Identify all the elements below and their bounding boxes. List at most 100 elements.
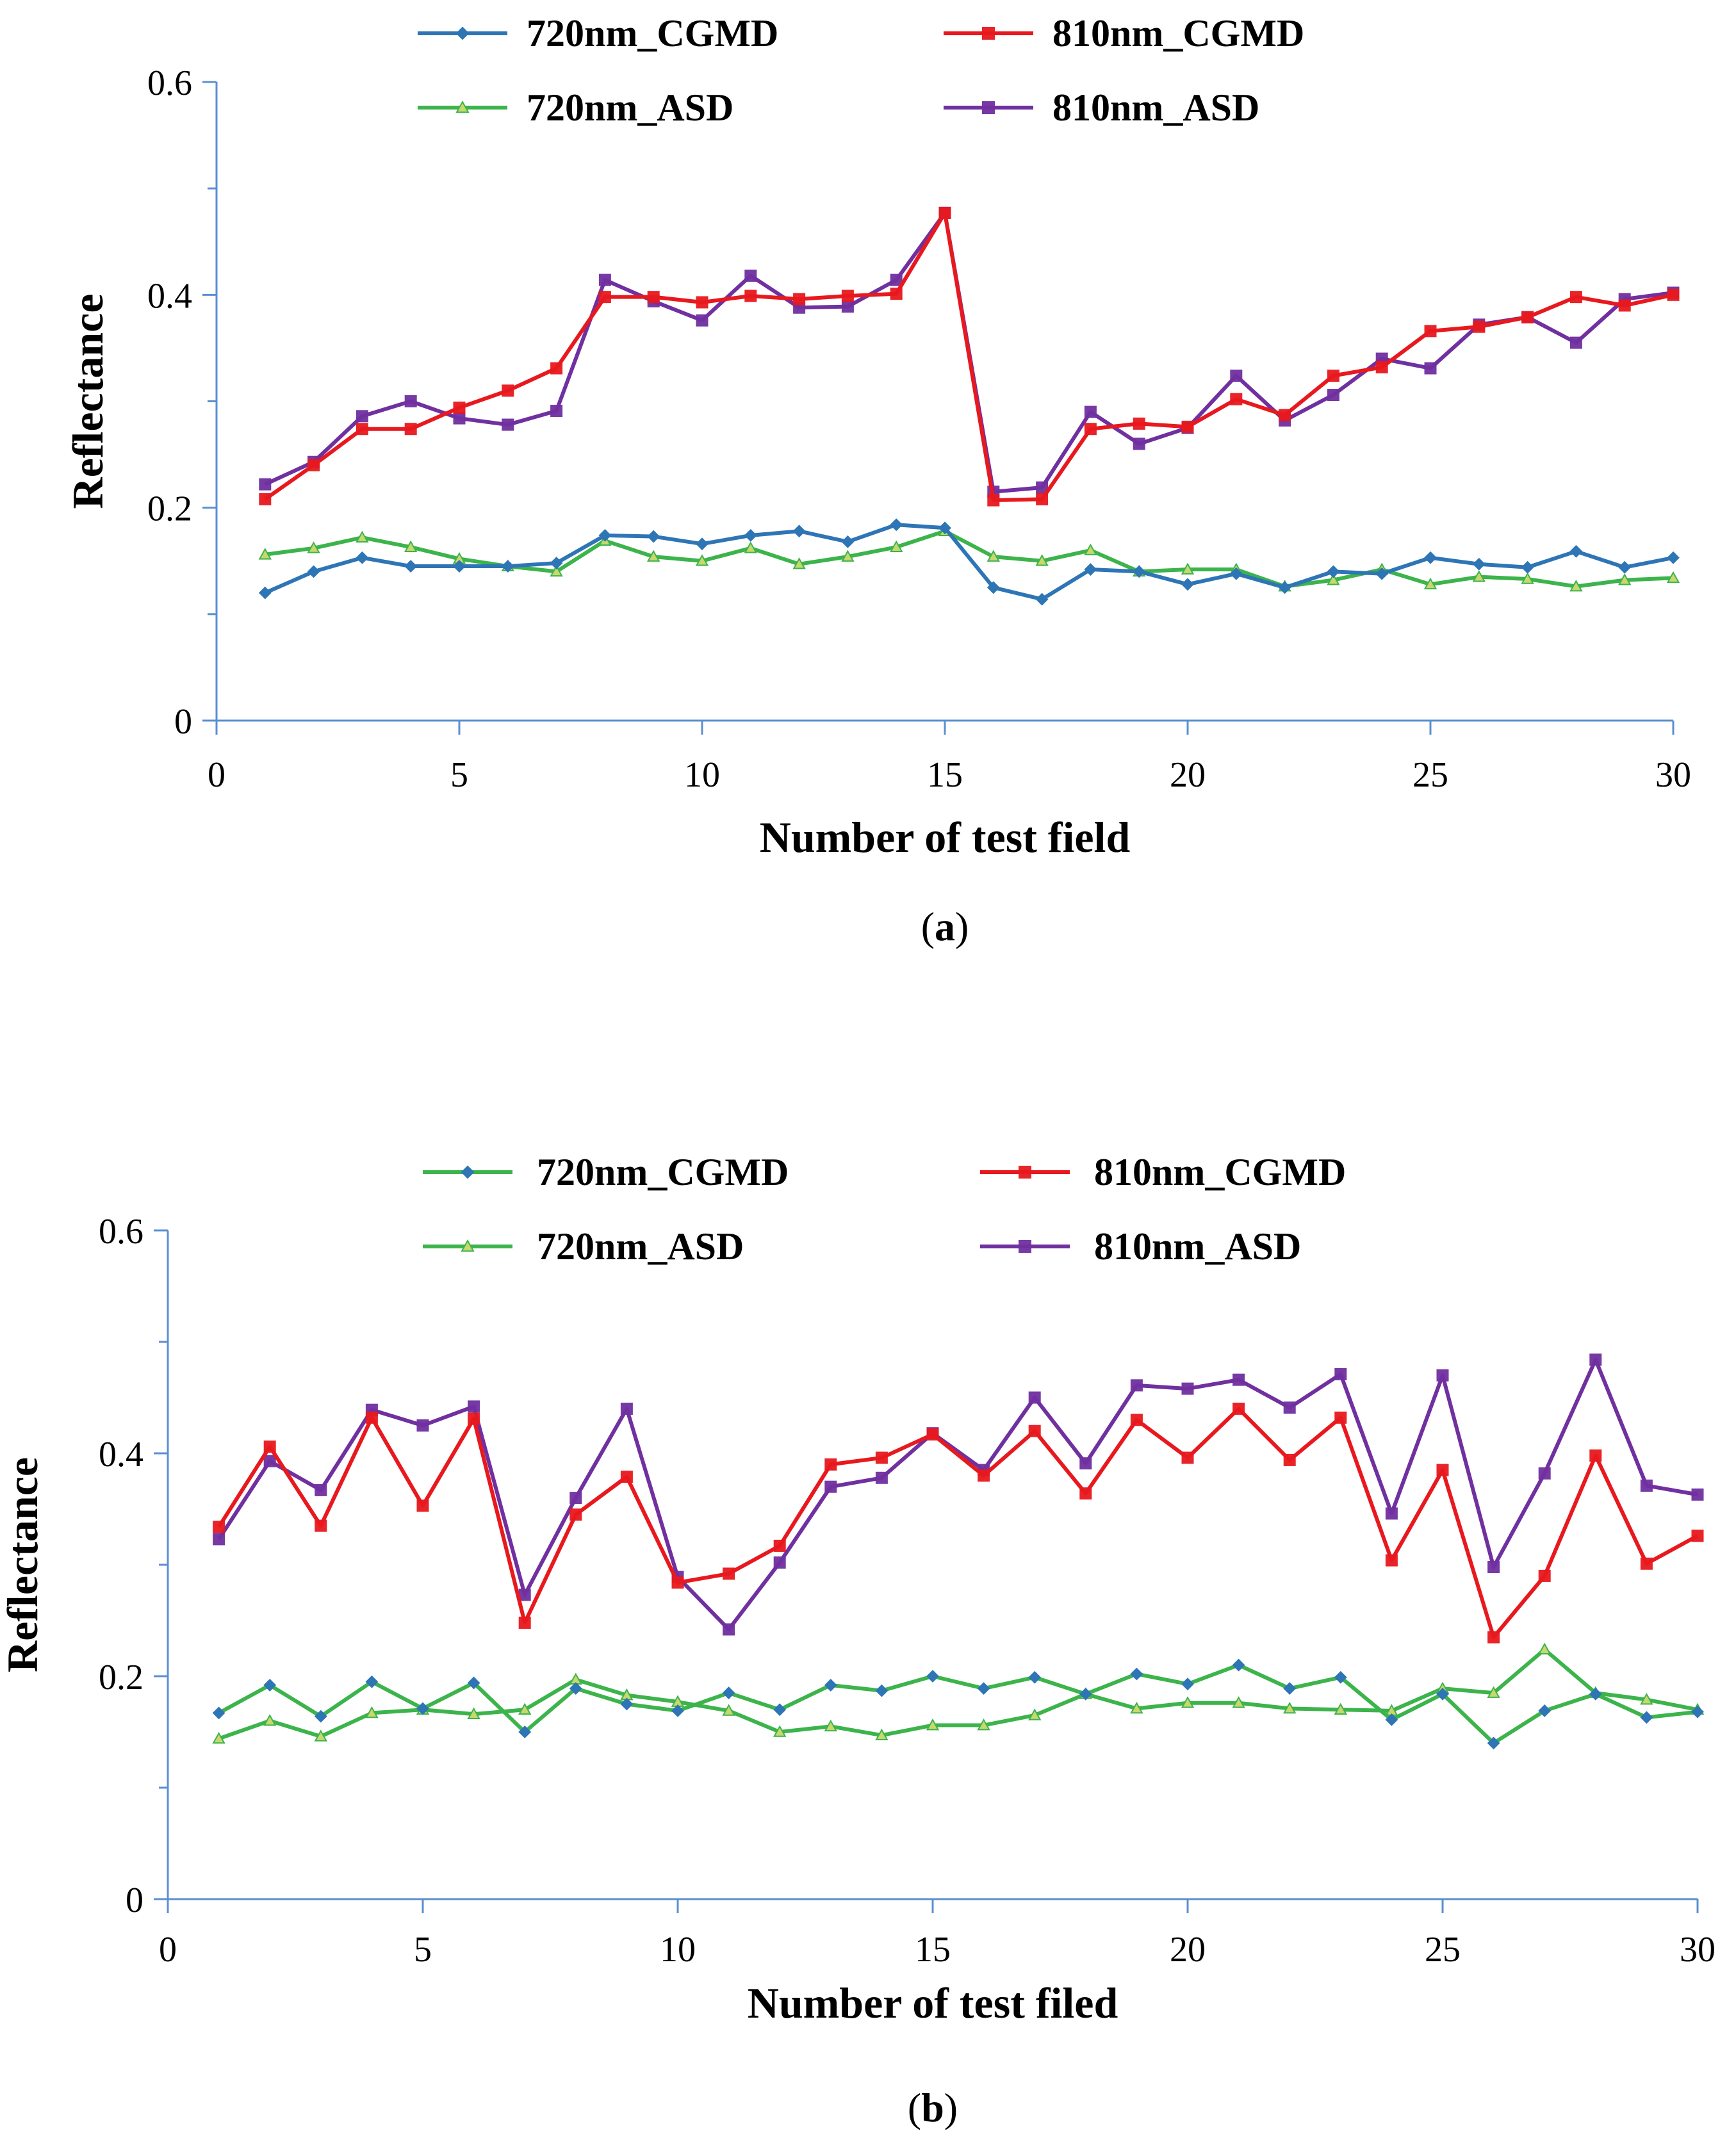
data-point [453,412,466,425]
data-point [695,554,709,566]
data-point [356,530,369,543]
data-point [926,1718,940,1731]
data-point [978,1469,990,1482]
data-point [1079,1487,1092,1500]
data-point [987,494,1000,507]
caption-paren-close: ) [944,2085,958,2130]
data-point [1589,1687,1602,1701]
data-point [1084,405,1097,418]
data-point [1385,1507,1398,1520]
data-point [1487,1736,1500,1750]
caption-letter: b [921,2085,944,2130]
data-point [467,1676,480,1690]
series-line-720nm_CGMD [264,523,1674,601]
data-point [722,1686,735,1700]
data-point [1133,437,1145,450]
data-point [620,1697,634,1711]
legend-marker [982,101,995,114]
data-point [212,1706,225,1720]
y-axis-title: Reflectance [63,293,112,509]
data-point [259,493,272,505]
data-point [1424,325,1437,338]
caption-paren-open: ( [908,2085,921,2130]
data-point [1283,1701,1297,1714]
data-point [1229,567,1243,580]
data-point [502,384,514,397]
data-point [550,557,563,569]
data-point [453,401,466,414]
data-point [1691,1488,1704,1501]
data-point [744,290,757,302]
y-tick-label: 0 [126,1881,143,1920]
data-point [1232,1658,1245,1672]
data-point [404,423,417,436]
data-point [1521,311,1534,323]
data-point [263,1679,277,1692]
data-point [647,550,660,562]
data-point [1691,1705,1704,1718]
data-point [1640,1557,1653,1570]
data-point [213,1521,225,1533]
data-point [1181,420,1194,433]
data-point [315,1519,327,1532]
data-point [977,1718,990,1731]
data-point [569,1508,582,1521]
data-point [263,1714,277,1726]
data-point [1334,1367,1347,1380]
data-point [1640,1479,1653,1492]
data-point [1130,1379,1143,1392]
data-point [416,1499,429,1512]
data-point [1569,336,1582,349]
legend-marker [982,27,995,40]
data-point [550,564,563,577]
data-point [518,1588,531,1601]
data-point [1436,1464,1449,1476]
y-tick-label: 0.4 [147,276,192,316]
data-point [1327,565,1340,578]
data-point [1327,573,1340,585]
data-point [773,1703,787,1717]
data-point [307,565,320,578]
data-point [416,1419,429,1432]
data-point [875,1471,888,1484]
x-tick-label: 0 [208,755,225,795]
data-point [1589,1353,1602,1366]
data-point [453,560,466,573]
data-point [1327,370,1339,382]
data-point [1283,1453,1296,1466]
x-tick-label: 5 [450,755,468,795]
data-point [824,1719,837,1732]
data-point [1589,1449,1602,1462]
data-point [671,1576,684,1589]
data-point [1181,1696,1195,1708]
data-point [744,528,757,542]
data-point [1084,543,1097,555]
data-point [926,1428,939,1441]
data-point [875,1684,888,1697]
data-point [1181,1382,1194,1395]
data-point [212,1731,225,1744]
x-tick-label: 0 [159,1930,177,1970]
data-point [1079,1457,1092,1470]
data-point [723,1623,735,1636]
data-point [550,362,563,375]
data-point [1423,577,1437,590]
x-axis-title: Number of test field [760,813,1131,861]
chart-panel-a: 0 0.2 0.4 0.6 0 5 10 15 20 25 30 Number of test fie… [63,12,1691,949]
legend-entry: 810nm_ASD [1094,1225,1301,1268]
data-point [1084,423,1097,436]
series-line-810nm_CGMD [264,211,1674,503]
x-axis-title: Number of test filed [748,1979,1118,2027]
data-point [1036,481,1049,494]
data-point [263,1441,276,1453]
data-point [258,548,272,560]
data-point [890,540,903,552]
data-point [1133,417,1145,430]
legend-entry: 720nm_ASD [527,86,733,129]
chart-panel-b: 0 0.2 0.4 0.6 0 5 10 15 20 25 30 Number of test fil… [0,1151,1716,2130]
data-point [1618,560,1632,574]
legend-entry: 810nm_CGMD [1094,1151,1346,1193]
data-point [1334,1411,1347,1424]
data-point [1569,580,1583,592]
data-point [1640,1692,1653,1705]
